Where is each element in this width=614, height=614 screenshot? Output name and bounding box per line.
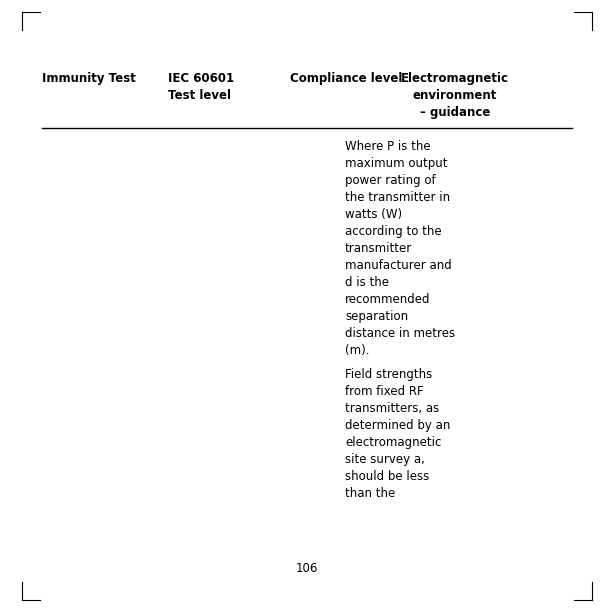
Text: Electromagnetic
environment
– guidance: Electromagnetic environment – guidance [401, 72, 509, 119]
Text: Immunity Test: Immunity Test [42, 72, 136, 85]
Text: 106: 106 [296, 561, 318, 575]
Text: IEC 60601
Test level: IEC 60601 Test level [168, 72, 234, 102]
Text: Field strengths
from fixed RF
transmitters, as
determined by an
electromagnetic
: Field strengths from fixed RF transmitte… [345, 368, 451, 500]
Text: Compliance level: Compliance level [290, 72, 402, 85]
Text: Where P is the
maximum output
power rating of
the transmitter in
watts (W)
accor: Where P is the maximum output power rati… [345, 140, 455, 357]
